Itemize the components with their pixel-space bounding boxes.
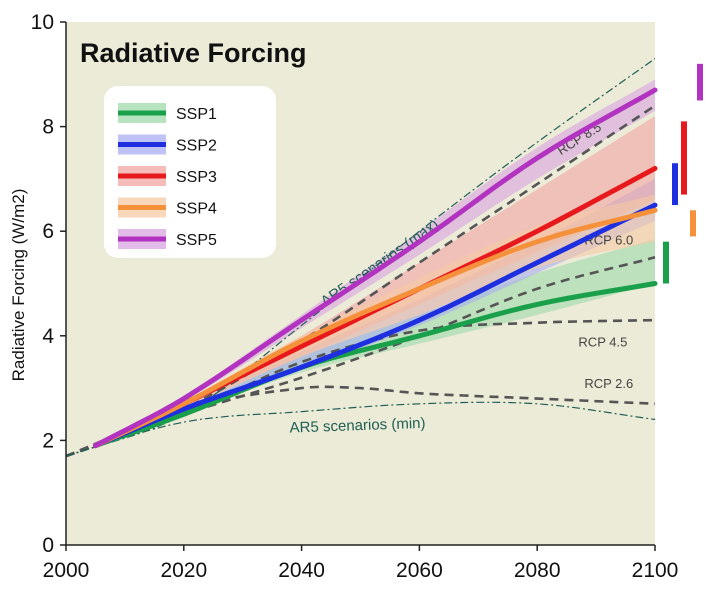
- legend-label-ssp3: SSP3: [176, 169, 217, 186]
- y-tick-label: 8: [42, 116, 54, 139]
- legend-label-ssp4: SSP4: [176, 201, 217, 218]
- tick-labels: 0 2 4 6 8 10 2000 2020 2040 2060 2080 2100: [31, 11, 679, 582]
- band-ssp4: [95, 194, 655, 446]
- label-rcp-4-5: RCP 4.5: [578, 334, 627, 349]
- series-ssp2: [93, 202, 658, 449]
- series-ssp1: [93, 281, 658, 449]
- x-tick-label: 2000: [43, 559, 90, 582]
- range-bar-ssp2: [672, 163, 678, 206]
- x-tick-label: 2020: [160, 559, 207, 582]
- x-tick-label: 2060: [396, 559, 443, 582]
- x-tick-label: 2040: [278, 559, 325, 582]
- label-ar5-scenarios-min: AR5 scenarios (min): [289, 415, 425, 437]
- y-tick-label: 10: [31, 11, 54, 34]
- chart-title: Radiative Forcing: [80, 38, 307, 68]
- series-ssp4: [93, 207, 658, 449]
- legend: SSP1 SSP2 SSP3 SSP4 SSP5: [104, 86, 276, 258]
- y-tick-label: 4: [42, 325, 54, 348]
- line-ar5-scenarios-min: [65, 401, 656, 457]
- range-bar-ssp5: [697, 63, 703, 101]
- x-tick-label: 2100: [632, 559, 679, 582]
- y-tick-label: 0: [42, 534, 54, 557]
- legend-label-ssp5: SSP5: [176, 232, 217, 249]
- y-tick-label: 6: [42, 220, 54, 243]
- y-tick-label: 2: [42, 429, 54, 452]
- range-bars-2100: [663, 63, 703, 284]
- series-ssp5: [93, 87, 658, 449]
- legend-label-ssp2: SSP2: [176, 138, 217, 155]
- y-axis-title: Radiative Forcing (W/m2): [9, 189, 28, 382]
- x-tick-label: 2080: [514, 559, 561, 582]
- range-bar-ssp1: [663, 241, 669, 284]
- axes: [60, 21, 656, 551]
- ssp-series-lines: [93, 87, 658, 449]
- legend-label-ssp1: SSP1: [176, 106, 217, 123]
- label-rcp-2-6: RCP 2.6: [584, 376, 633, 391]
- range-bar-ssp3: [681, 121, 687, 195]
- range-bar-ssp4: [690, 210, 696, 237]
